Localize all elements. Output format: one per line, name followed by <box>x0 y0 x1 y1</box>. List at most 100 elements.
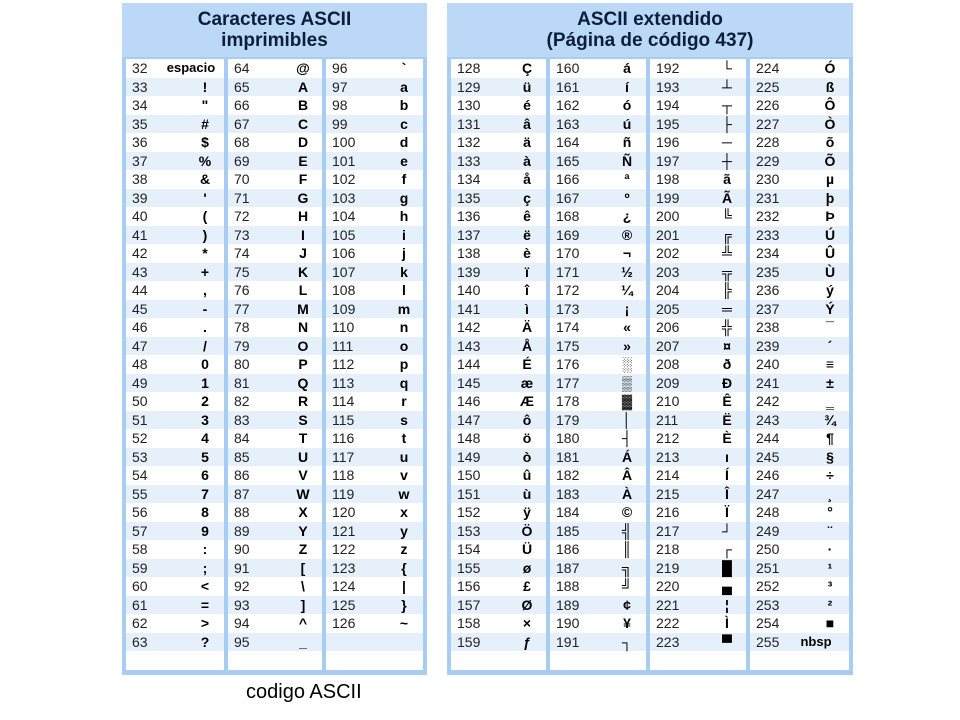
code-number: 57 <box>132 522 148 539</box>
character-glyph: . <box>203 319 207 335</box>
code-number: 67 <box>234 115 250 132</box>
code-number: 118 <box>332 467 355 483</box>
table-row: 56 8 <box>126 503 224 522</box>
code-number: 131 <box>457 115 481 132</box>
character-glyph: W <box>296 485 310 502</box>
character-glyph: ü <box>522 78 532 95</box>
code-number: 217 <box>656 522 680 539</box>
character-glyph: Q <box>297 374 309 391</box>
character-glyph: ¹ <box>827 559 833 576</box>
table-row: 204 ╠ <box>650 281 746 300</box>
table-row: 72 H <box>228 207 322 226</box>
table-row: 238 ¯ <box>750 318 849 337</box>
character-glyph: è <box>523 245 531 261</box>
table-row: 166 ª <box>550 170 646 189</box>
character-glyph: K <box>297 263 309 280</box>
character-glyph: ╬ <box>722 319 732 335</box>
table-row: 214 Í <box>650 466 746 485</box>
character-glyph: à <box>523 152 531 169</box>
character-glyph: a <box>400 78 408 95</box>
table-row: 68 D <box>228 133 322 152</box>
character-glyph: $ <box>201 134 209 150</box>
character-glyph: ³ <box>827 578 833 594</box>
code-number: 245 <box>756 448 780 465</box>
table-row: 50 2 <box>126 392 224 411</box>
table-row: 139 ï <box>451 262 546 281</box>
code-number: 110 <box>332 319 355 335</box>
character-glyph: & <box>199 171 211 187</box>
code-number: 198 <box>656 171 680 187</box>
character-glyph: H <box>297 208 309 224</box>
code-number: 242 <box>756 393 780 409</box>
code-number: 90 <box>234 541 250 557</box>
table-row: 255 nbsp <box>750 632 849 651</box>
table-row: 80 P <box>228 355 322 374</box>
code-number: 63 <box>132 633 148 650</box>
code-number: 208 <box>656 356 680 372</box>
character-glyph: ╚ <box>722 208 732 224</box>
code-number: 212 <box>656 430 680 446</box>
table-row: 60 < <box>126 577 224 596</box>
table-row: 89 Y <box>228 521 322 540</box>
code-number: 204 <box>656 282 680 298</box>
code-number: 135 <box>457 189 481 206</box>
table-row: 225 ß <box>750 77 849 96</box>
character-glyph: ┤ <box>622 430 632 446</box>
code-number: 150 <box>457 467 481 483</box>
code-number: 239 <box>756 337 780 354</box>
extended-column-4: 224 Ó 225 ß 226 Ô 227 Ò 228 õ 229 Õ 230 µ 231 þ 232 Þ 233 Ú… <box>750 59 849 670</box>
code-number: 233 <box>756 226 780 243</box>
table-row: 48 0 <box>126 355 224 374</box>
table-row: 129 ü <box>451 77 546 96</box>
code-number: 226 <box>756 97 780 113</box>
character-glyph: # <box>201 115 209 132</box>
table-row: 245 § <box>750 447 849 466</box>
character-glyph: Ô <box>824 97 836 113</box>
code-number: 62 <box>132 615 148 631</box>
table-row: 38 & <box>126 170 224 189</box>
caption: codigo ASCII <box>246 681 362 703</box>
table-row: 191 ┐ <box>550 632 646 651</box>
table-row: 33! <box>126 77 224 96</box>
printable-ascii-title: Caracteres ASCII <box>197 9 352 30</box>
character-glyph: ) <box>202 226 208 243</box>
character-glyph: S <box>298 411 308 428</box>
table-row: 149 ò <box>451 447 546 466</box>
code-number: 96 <box>332 60 348 76</box>
table-row: 110 n <box>326 318 423 337</box>
character-glyph: À <box>621 485 633 502</box>
character-glyph: ë <box>523 226 531 243</box>
table-row: 190 ¥ <box>550 614 646 633</box>
character-glyph: ┼ <box>722 152 732 169</box>
character-glyph: w <box>398 485 410 502</box>
character-glyph: ¯ <box>826 319 834 335</box>
character-glyph: ╗ <box>622 559 632 576</box>
code-number: 253 <box>756 596 780 613</box>
code-number: 75 <box>234 263 250 280</box>
character-glyph: j <box>402 245 406 261</box>
character-glyph: I <box>301 226 305 243</box>
table-row: 150 û <box>451 466 546 485</box>
character-glyph: ' <box>203 189 207 206</box>
code-number: 181 <box>556 448 580 465</box>
character-glyph: 4 <box>201 430 209 446</box>
character-glyph: D <box>297 134 309 150</box>
table-row: 184 © <box>550 503 646 522</box>
table-row: 244 ¶ <box>750 429 849 448</box>
table-row <box>550 651 646 670</box>
character-glyph: á <box>623 60 631 76</box>
character-glyph: ì <box>525 300 529 317</box>
table-row: 62 > <box>126 614 224 633</box>
code-number: 231 <box>756 189 780 206</box>
table-row: 131 â <box>451 114 546 133</box>
code-number: 185 <box>556 522 580 539</box>
code-number: 249 <box>756 522 780 539</box>
code-number: 203 <box>656 263 680 280</box>
code-number: 79 <box>234 337 250 354</box>
table-row: 125} <box>326 595 423 614</box>
code-number: 123 <box>332 559 356 576</box>
character-glyph: ö <box>522 430 532 446</box>
code-number: 188 <box>556 578 580 594</box>
code-number: 236 <box>756 282 780 298</box>
code-number: 240 <box>756 356 780 372</box>
